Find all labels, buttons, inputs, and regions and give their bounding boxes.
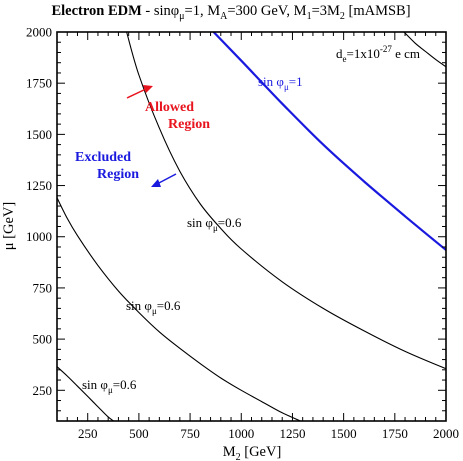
excluded-arrow (151, 173, 177, 187)
excluded-label-line1: Excluded (75, 150, 131, 165)
y-tick-label: 250 (33, 383, 53, 398)
plot-frame (56, 31, 447, 422)
allowed-label-line2: Region (168, 117, 210, 132)
title-sub2: A (220, 11, 228, 22)
allowed-arrow (126, 85, 153, 99)
x-tick-label: 500 (129, 426, 149, 441)
series-line-1 (126, 32, 446, 370)
title-mid: =1, M (185, 3, 221, 19)
y-tick-label: 1500 (26, 127, 52, 142)
x-tick-label: 250 (78, 426, 98, 441)
allowed-label-line1: Allowed (145, 100, 194, 115)
x-tick-label: 1250 (279, 426, 305, 441)
series-line-4 (403, 32, 446, 68)
series-line-2 (57, 197, 302, 421)
x-tick-label: 750 (180, 426, 200, 441)
title-bold: Electron EDM (51, 3, 142, 19)
title-sub3: 1 (307, 11, 312, 22)
y-tick-label: 1000 (26, 229, 52, 244)
excluded-label-line2: Region (97, 167, 139, 182)
x-tick-label: 1750 (382, 426, 408, 441)
label-sin-phi-1: sin φμ=1 (258, 74, 303, 92)
title-rest: - sinφ (142, 3, 179, 19)
x-tick-label: 2000 (433, 426, 459, 441)
series-line-3 (57, 366, 115, 421)
label-sin-phi-06-upper: sin φμ=0.6 (187, 215, 242, 233)
title-mid3: =3M (312, 3, 340, 19)
x-axis-label: M2 [GeV] (223, 444, 282, 461)
y-tick-label: 750 (33, 280, 53, 295)
title-end: [mAMSB] (345, 3, 411, 19)
label-de-contour: de=1x10-27 e cm (336, 44, 420, 64)
title-sub4: 2 (340, 11, 345, 22)
chart-title: Electron EDM - sinφμ=1, MA=300 GeV, M1=3… (51, 3, 410, 22)
y-tick-label: 2000 (26, 25, 52, 40)
y-tick-label: 1250 (26, 178, 52, 193)
label-sin-phi-06-lower: sin φμ=0.6 (82, 377, 137, 395)
title-mid2: =300 GeV, M (227, 3, 306, 19)
y-axis-label: μ [GeV] (1, 202, 17, 250)
series-line-0 (212, 32, 446, 251)
x-tick-label: 1000 (228, 426, 254, 441)
y-tick-label: 1750 (26, 76, 52, 91)
title-sub1: μ (179, 11, 184, 22)
y-tick-label: 500 (33, 332, 53, 347)
plot-area: 250 500 750 1000 1250 1500 1750 2000 250 500 750 10… (26, 25, 459, 442)
x-tick-label: 1500 (331, 426, 357, 441)
label-sin-phi-06-middle: sin φμ=0.6 (126, 298, 181, 316)
